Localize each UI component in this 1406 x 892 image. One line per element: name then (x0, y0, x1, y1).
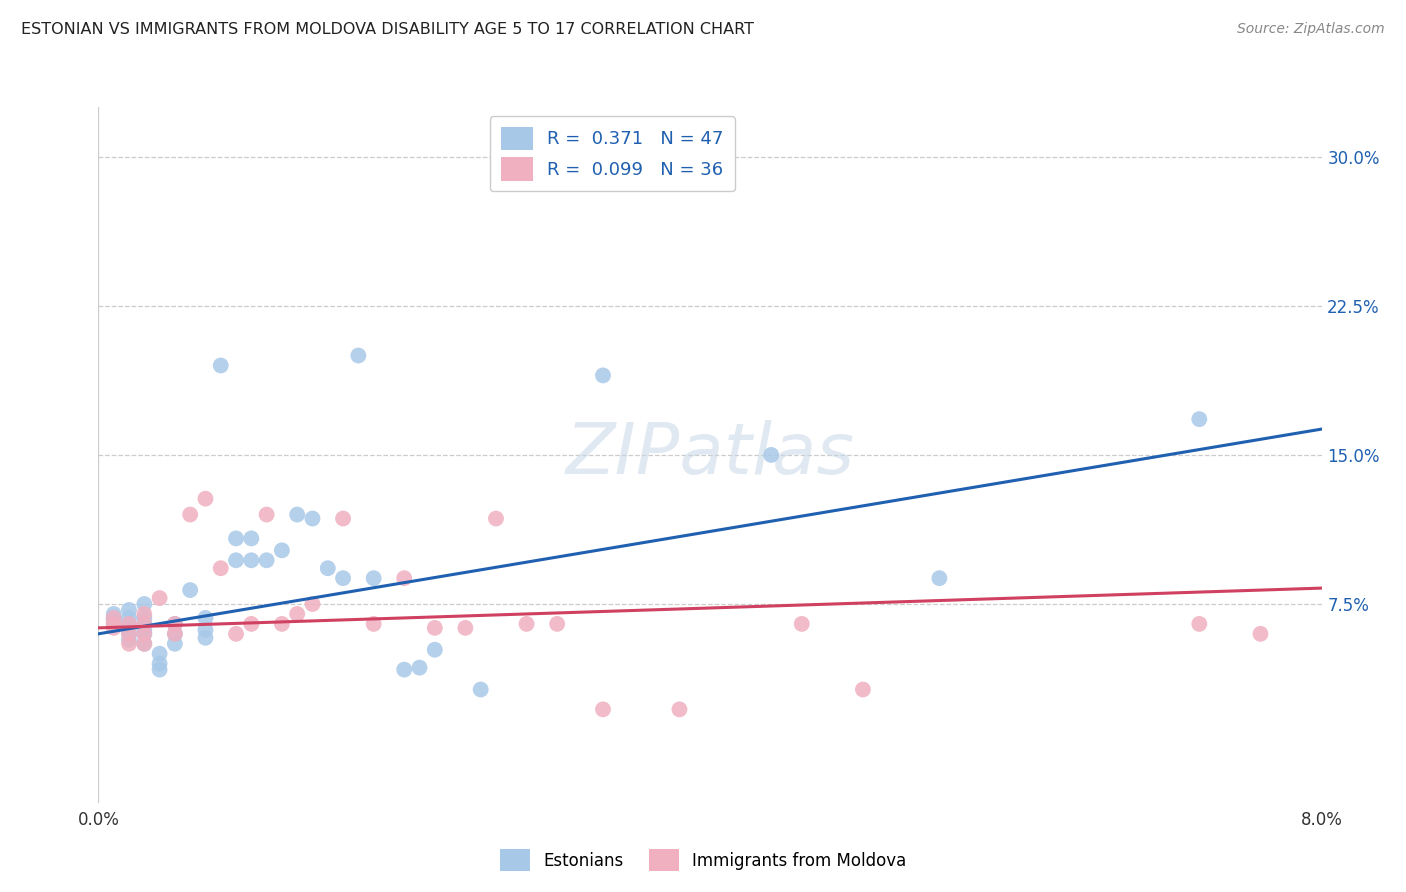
Point (149, 647, 172, 661)
Point (392, 663, 416, 677)
Point (592, 702, 614, 716)
Point (118, 627, 141, 641)
Text: ZIPatlas: ZIPatlas (565, 420, 855, 490)
Point (163, 616, 186, 631)
Point (134, 637, 156, 651)
Point (194, 623, 217, 637)
Point (103, 611, 125, 625)
Legend: R =  0.371   N = 47, R =  0.099   N = 36: R = 0.371 N = 47, R = 0.099 N = 36 (489, 116, 735, 192)
Point (1249, 627, 1271, 641)
Point (134, 597, 156, 611)
Point (332, 511, 354, 525)
Point (194, 491, 217, 506)
Point (149, 591, 172, 605)
Point (179, 583, 201, 598)
Point (209, 359, 232, 373)
Point (332, 571, 354, 585)
Point (118, 621, 141, 635)
Point (134, 627, 156, 641)
Point (363, 571, 385, 585)
Point (118, 627, 141, 641)
Point (470, 682, 492, 697)
Point (103, 616, 125, 631)
Point (134, 607, 156, 621)
Point (103, 621, 125, 635)
Point (163, 627, 186, 641)
Point (1188, 412, 1211, 426)
Point (240, 616, 263, 631)
Point (485, 511, 508, 525)
Point (285, 508, 308, 522)
Point (392, 571, 416, 585)
Point (454, 621, 477, 635)
Point (423, 642, 446, 657)
Point (225, 532, 247, 546)
Point (285, 607, 308, 621)
Point (134, 623, 156, 637)
Point (347, 349, 370, 363)
Point (301, 511, 323, 525)
Point (408, 660, 430, 674)
Point (270, 616, 294, 631)
Point (134, 627, 156, 641)
Text: Source: ZipAtlas.com: Source: ZipAtlas.com (1237, 22, 1385, 37)
Point (134, 637, 156, 651)
Point (256, 508, 278, 522)
Point (852, 682, 875, 697)
Point (592, 368, 614, 383)
Point (118, 632, 141, 647)
Point (194, 631, 217, 645)
Point (301, 597, 323, 611)
Text: ESTONIAN VS IMMIGRANTS FROM MOLDOVA DISABILITY AGE 5 TO 17 CORRELATION CHART: ESTONIAN VS IMMIGRANTS FROM MOLDOVA DISA… (21, 22, 754, 37)
Point (546, 616, 568, 631)
Point (149, 663, 172, 677)
Point (134, 616, 156, 631)
Point (225, 627, 247, 641)
Point (928, 571, 950, 585)
Point (363, 616, 385, 631)
Point (240, 532, 263, 546)
Point (149, 657, 172, 671)
Point (103, 607, 125, 621)
Point (316, 561, 339, 575)
Point (194, 611, 217, 625)
Point (759, 448, 782, 462)
Point (668, 702, 690, 716)
Point (270, 543, 294, 558)
Point (163, 616, 186, 631)
Point (103, 613, 125, 627)
Point (103, 616, 125, 631)
Point (118, 603, 141, 617)
Point (118, 611, 141, 625)
Point (118, 616, 141, 631)
Point (179, 508, 201, 522)
Point (134, 616, 156, 631)
Point (163, 627, 186, 641)
Point (209, 561, 232, 575)
Point (103, 611, 125, 625)
Point (256, 553, 278, 567)
Legend: Estonians, Immigrants from Moldova: Estonians, Immigrants from Moldova (492, 841, 914, 880)
Point (163, 637, 186, 651)
Point (1188, 616, 1211, 631)
Point (225, 553, 247, 567)
Point (790, 616, 813, 631)
Point (423, 621, 446, 635)
Point (134, 611, 156, 625)
Point (118, 637, 141, 651)
Point (516, 616, 538, 631)
Point (118, 616, 141, 631)
Point (240, 553, 263, 567)
